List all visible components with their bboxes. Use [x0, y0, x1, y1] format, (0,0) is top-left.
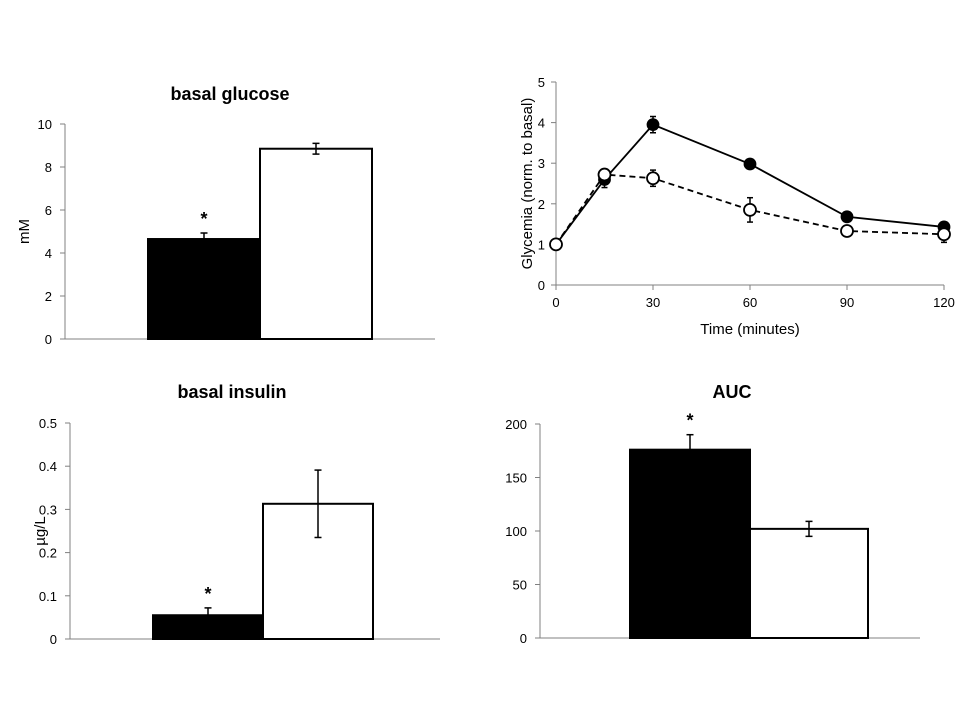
- bar-2: [259, 147, 373, 340]
- significance-asterisk: *: [204, 584, 211, 604]
- y-tick-label: 0.5: [39, 416, 57, 431]
- significance-asterisk: *: [686, 411, 693, 431]
- y-tick-label: 0: [45, 332, 52, 347]
- data-point-filled: [646, 118, 660, 132]
- data-point-open: [840, 224, 854, 238]
- y-tick-label: 2: [538, 197, 545, 212]
- y-tick-label: 0: [538, 278, 545, 293]
- y-tick-label: 1: [538, 237, 545, 252]
- y-tick-label: 0: [50, 632, 57, 647]
- y-tick-label: 0.2: [39, 546, 57, 561]
- y-tick-label: 0: [520, 631, 527, 646]
- y-tick-label: 0.4: [39, 459, 57, 474]
- y-axis-label: Glycemia (norm. to basal): [519, 98, 536, 270]
- series-line-open: [555, 173, 945, 245]
- y-tick-label: 5: [538, 75, 545, 90]
- y-tick-label: 0.1: [39, 589, 57, 604]
- y-tick-label: 6: [45, 203, 52, 218]
- data-point-open: [646, 171, 660, 186]
- data-point-open: [743, 202, 757, 217]
- y-tick-label: 200: [505, 417, 527, 432]
- x-tick-label: 120: [933, 295, 955, 310]
- bar-1: [629, 448, 751, 639]
- y-tick-label: 10: [38, 117, 52, 132]
- chart-panel-0: basal glucose 0 2 4 6 8 10 mM *: [16, 84, 435, 347]
- data-point-open: [597, 167, 612, 182]
- x-tick-label: 30: [646, 295, 660, 310]
- data-point-filled: [743, 157, 757, 171]
- data-point-filled: [840, 210, 854, 224]
- chart-title: basal insulin: [177, 382, 286, 402]
- y-tick-label: 4: [45, 246, 52, 261]
- x-tick-label: 60: [743, 295, 757, 310]
- y-tick-label: 50: [513, 578, 527, 593]
- x-tick-label: 0: [552, 295, 559, 310]
- y-tick-label: 2: [45, 289, 52, 304]
- y-axis-label: µg/L: [32, 516, 49, 546]
- chart-title: basal glucose: [170, 84, 289, 104]
- y-tick-label: 150: [505, 471, 527, 486]
- x-axis-label: Time (minutes): [700, 321, 799, 338]
- data-point-open: [937, 227, 951, 242]
- y-tick-label: 0.3: [39, 502, 57, 517]
- chart-title: AUC: [713, 382, 752, 402]
- bar-1: [147, 238, 261, 340]
- x-tick-label: 90: [840, 295, 854, 310]
- series-line-filled: [555, 123, 945, 245]
- chart-panel-2: basal insulin 0 0.1 0.2 0.3 0.4 0.5 µg/L *: [32, 382, 440, 647]
- y-tick-label: 8: [45, 160, 52, 175]
- chart-panel-3: AUC 0 50 100 150 200 *: [505, 382, 920, 646]
- y-tick-label: 3: [538, 156, 545, 171]
- y-tick-label: 100: [505, 524, 527, 539]
- bar-2: [749, 527, 869, 639]
- y-axis-label: mM: [16, 219, 33, 244]
- data-point-open: [549, 237, 563, 252]
- y-tick-label: 4: [538, 116, 545, 131]
- significance-asterisk: *: [200, 209, 207, 229]
